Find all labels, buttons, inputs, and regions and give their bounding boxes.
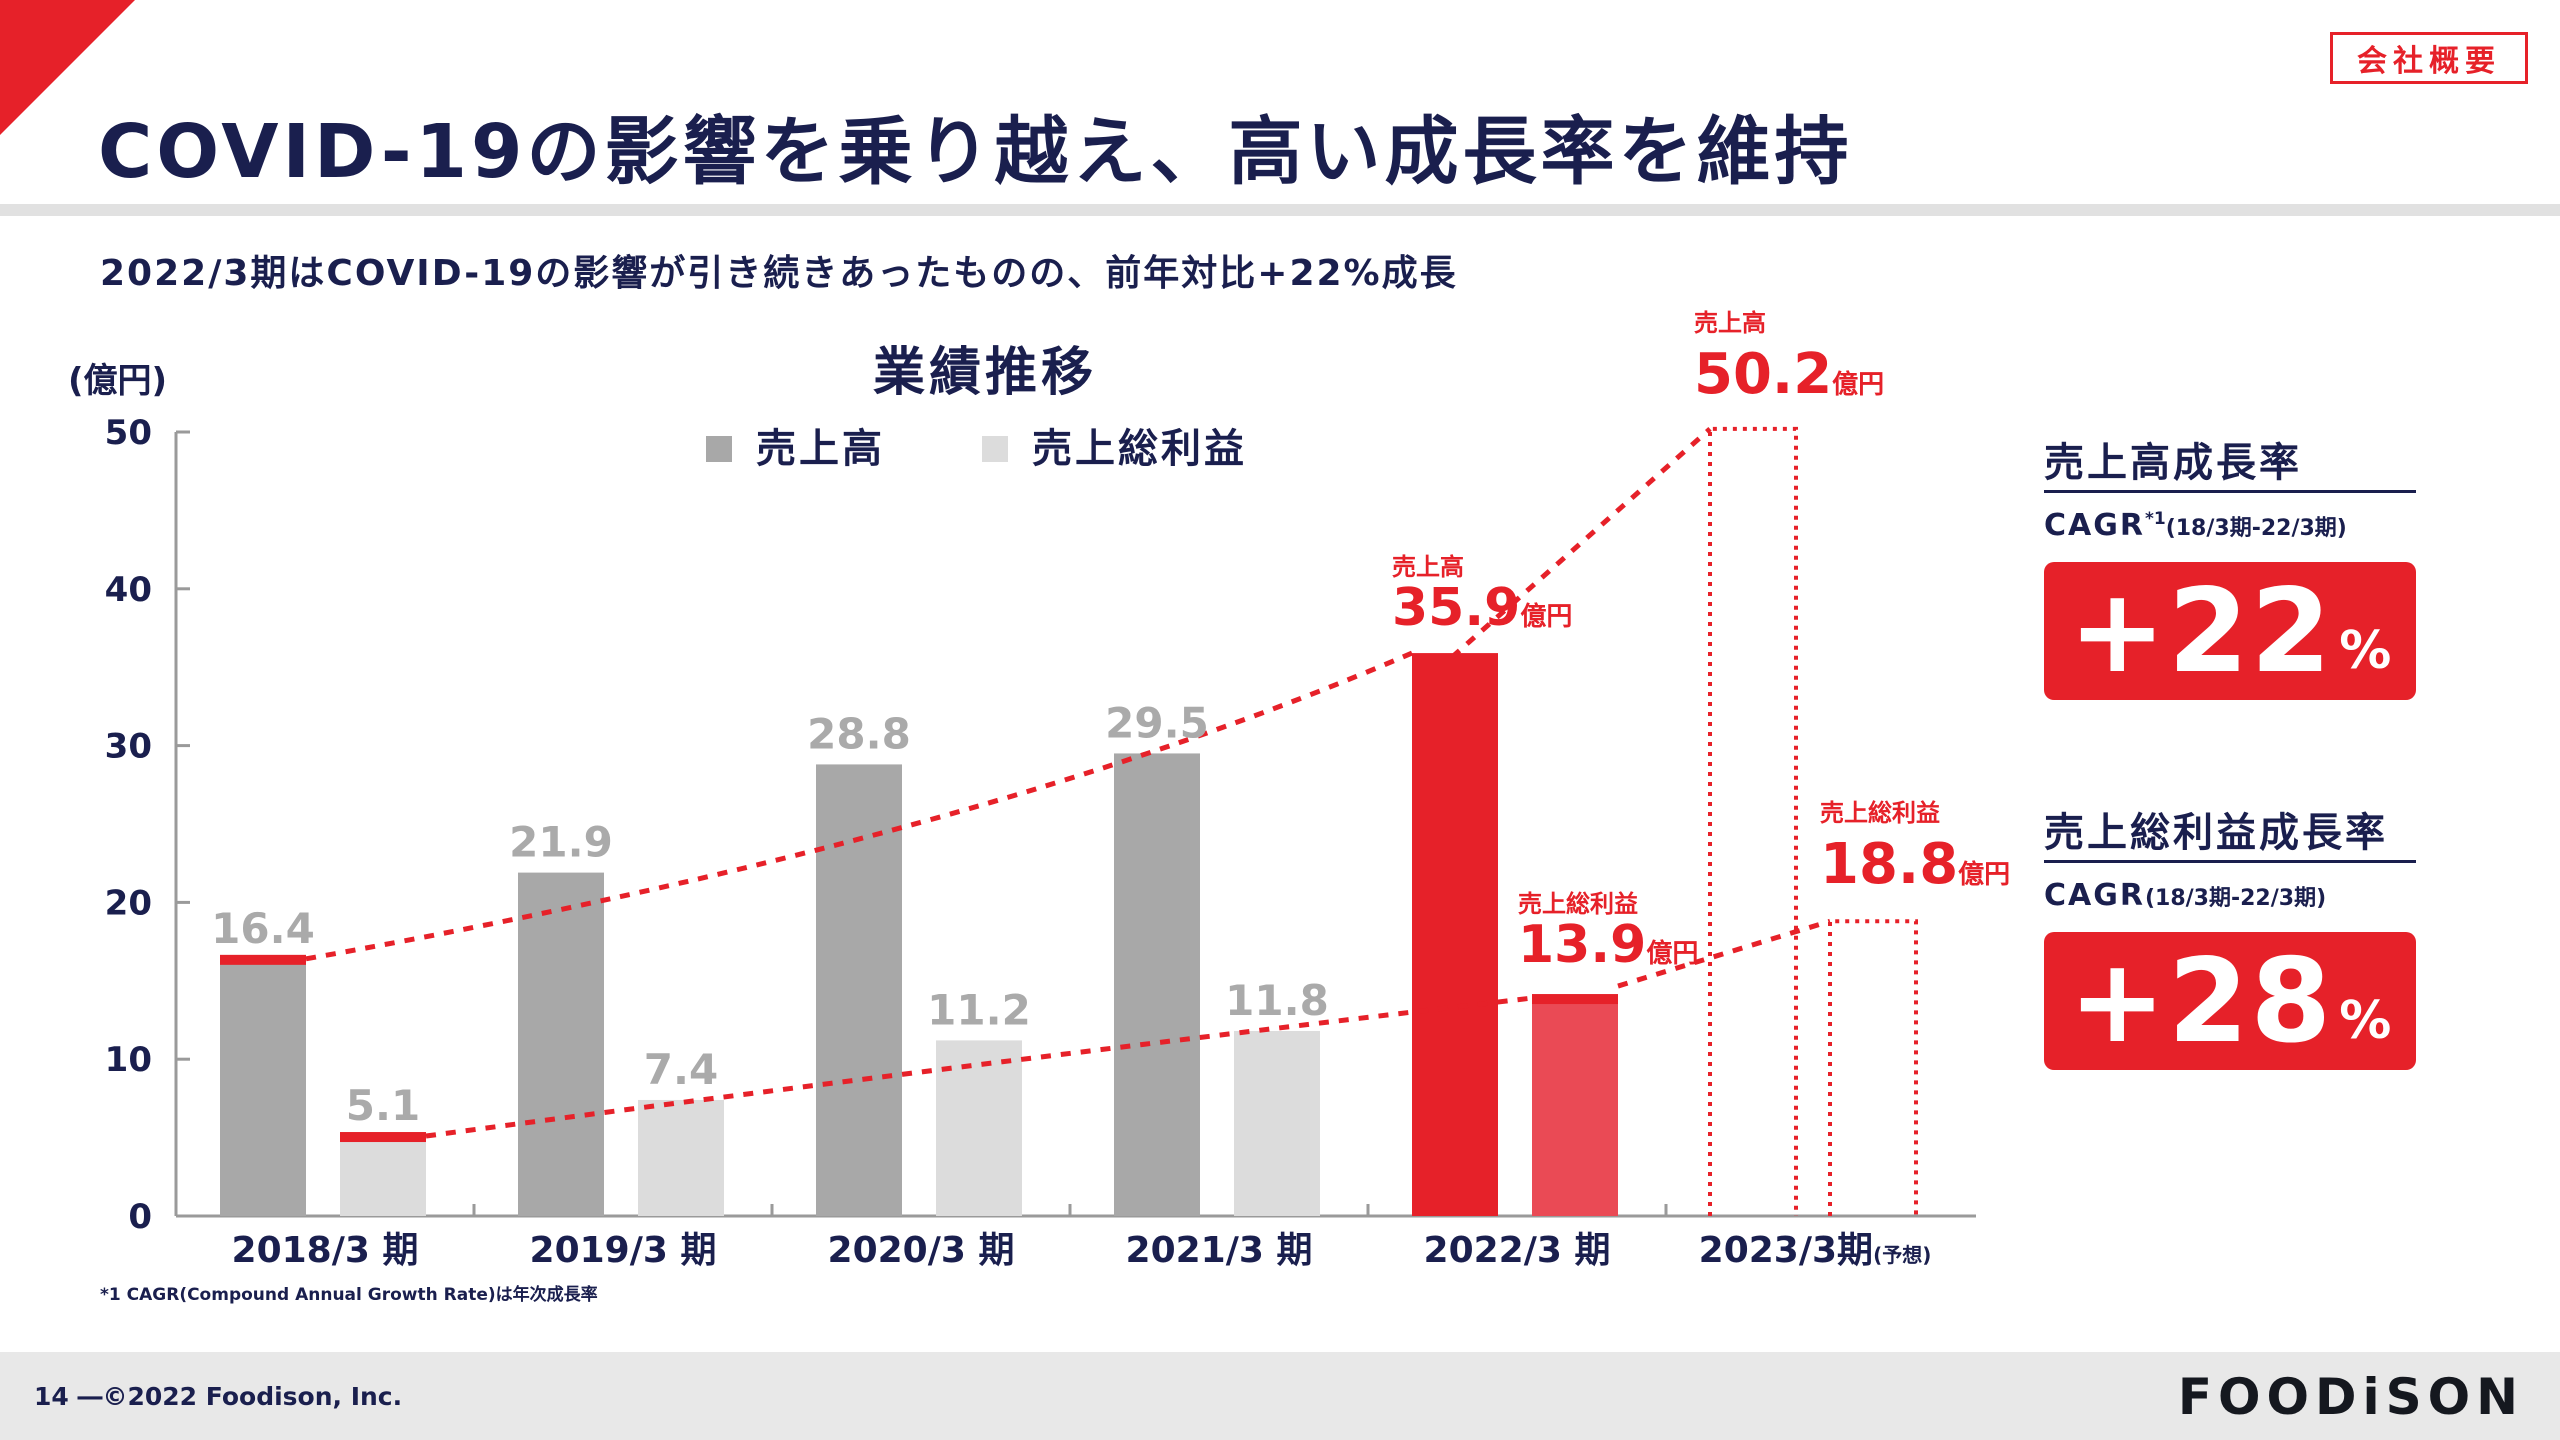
- page-number: 14 ―©2022 Foodison, Inc.: [34, 1382, 403, 1411]
- y-tick-label: 50: [105, 413, 152, 453]
- gp-growth-cagr: CAGR(18/3期-22/3期): [2044, 878, 2326, 913]
- title-divider: [0, 204, 2560, 216]
- gp-growth-title: 売上総利益成長率: [2044, 810, 2388, 856]
- gp-growth-rule: [2044, 860, 2416, 863]
- callout-caption-sales-forecast: 売上高: [1694, 309, 1766, 337]
- data-label-sales: 29.5: [1105, 698, 1209, 747]
- start-marker-gross-profit: [340, 1132, 426, 1143]
- gp-growth-unit: %: [2339, 991, 2392, 1051]
- page-subtitle: 2022/3期はCOVID-19の影響が引き続きあったものの、前年対比+22%成…: [100, 253, 1458, 294]
- callout-caption-gross-profit: 売上総利益: [1518, 890, 1638, 918]
- callout-unit: 億円: [1832, 370, 1884, 400]
- legend-label-gross-profit: 売上総利益: [1032, 426, 1247, 472]
- callout-unit: 億円: [1520, 602, 1572, 632]
- bar-gross-profit: [638, 1099, 724, 1216]
- chart-labels: 16.45.121.97.428.811.229.511.8売上高35.9億円売…: [211, 309, 2010, 1130]
- footnote: *1 CAGR(Compound Annual Growth Rate)は年次成…: [100, 1285, 598, 1305]
- chart-axes: 0 10 20 30 40 50 2018/3 期 2019/3 期 2020/3 期 2021/…: [105, 413, 1976, 1271]
- page-title: COVID-19の影響を乗り越え、高い成長率を維持: [98, 109, 1853, 195]
- cagr-period: (18/3期-22/3期): [2144, 886, 2327, 911]
- cagr-period: (18/3期-22/3期): [2165, 516, 2347, 541]
- bar-sales: [1412, 653, 1498, 1216]
- sales-growth-rule: [2044, 490, 2416, 493]
- data-label-sales: 16.4: [211, 904, 315, 953]
- legend-swatch-sales: [706, 436, 732, 462]
- callout-caption-sales: 売上高: [1392, 553, 1464, 581]
- callout-value-gross-profit: 13.9億円: [1518, 915, 1698, 975]
- legend-label-sales: 売上高: [756, 426, 885, 472]
- callout-value-sales: 35.9億円: [1392, 578, 1572, 638]
- trend-lines: [305, 426, 1831, 1139]
- sales-growth-cagr: CAGR*1(18/3期-22/3期): [2044, 508, 2347, 543]
- data-label-gross-profit: 11.2: [927, 985, 1031, 1034]
- data-label-gross-profit: 7.4: [644, 1045, 718, 1094]
- bar-gross-profit: [1234, 1030, 1320, 1216]
- forecast-bar-gross-profit: [1828, 919, 1918, 1216]
- gp-growth-value: +28: [2068, 933, 2334, 1069]
- x-tick-label: 2022/3 期: [1424, 1230, 1611, 1271]
- bar-gross-profit: [340, 1136, 426, 1216]
- y-tick-label: 20: [105, 883, 152, 923]
- bar-gross-profit: [1532, 998, 1618, 1216]
- sales-growth-title: 売上高成長率: [2044, 440, 2302, 486]
- sales-growth-unit: %: [2339, 621, 2392, 681]
- start-marker-sales: [220, 954, 306, 965]
- cagr-label: CAGR: [2044, 508, 2145, 543]
- trend-line-sales: [305, 650, 1413, 962]
- end-marker-gross-profit: [1532, 994, 1618, 1005]
- x-tick-label: 2021/3 期: [1126, 1230, 1313, 1271]
- callout-unit: 億円: [1646, 939, 1698, 969]
- callout-value-sales-forecast: 50.2億円: [1694, 342, 1884, 407]
- x-tick-label: 2018/3 期: [232, 1230, 419, 1271]
- cagr-label: CAGR: [2044, 878, 2145, 913]
- footer-bar: [0, 1352, 2560, 1440]
- brand-logo: FOODiSON: [2177, 1368, 2524, 1426]
- forecast-bar-sales: [1708, 426, 1798, 1216]
- y-tick-label: 40: [105, 570, 152, 610]
- forecast-note: (予想): [1873, 1243, 1931, 1267]
- bar-sales: [1114, 753, 1200, 1216]
- sales-growth-value: +22: [2068, 563, 2334, 699]
- y-tick-label: 0: [128, 1197, 152, 1237]
- y-tick-label: 10: [105, 1040, 152, 1080]
- trend-line-gross-profit-forecast: [1617, 918, 1831, 989]
- section-badge: 会社概要: [2330, 32, 2528, 84]
- callout-unit: 億円: [1958, 860, 2010, 890]
- data-label-gross-profit: 11.8: [1225, 976, 1329, 1025]
- legend: 売上高 売上総利益: [706, 426, 1247, 472]
- gp-growth-value-box: +28%: [2044, 932, 2416, 1070]
- y-axis-label: (億円): [68, 361, 167, 401]
- trend-line-sales-forecast: [1450, 426, 1712, 659]
- callout-caption-gross-profit-forecast: 売上総利益: [1820, 799, 1940, 827]
- performance-chart: 業績推移 (億円) 売上高 売上総利益 0 10 20 30 40 50 2018/3 期 2…: [68, 309, 2010, 1271]
- x-tick-label: 2019/3 期: [530, 1230, 717, 1271]
- y-tick-label: 30: [105, 727, 152, 767]
- bar-sales: [220, 958, 306, 1216]
- data-label-sales: 28.8: [807, 709, 911, 758]
- legend-swatch-gross-profit: [982, 436, 1008, 462]
- bar-sales: [816, 764, 902, 1216]
- callout-value-gross-profit-forecast: 18.8億円: [1820, 832, 2010, 897]
- x-tick-label: 2023/3期(予想): [1699, 1230, 1932, 1271]
- chart-title: 業績推移: [873, 343, 1097, 403]
- bar-sales: [518, 872, 604, 1216]
- x-tick-label: 2020/3 期: [828, 1230, 1015, 1271]
- corner-accent: [0, 0, 135, 135]
- cagr-note-ref: *1: [2144, 509, 2166, 529]
- data-label-gross-profit: 5.1: [346, 1081, 420, 1130]
- sales-growth-value-box: +22%: [2044, 562, 2416, 700]
- chart-bars: [220, 426, 1918, 1216]
- data-label-sales: 21.9: [509, 818, 613, 867]
- trend-line-gross-profit: [425, 995, 1533, 1139]
